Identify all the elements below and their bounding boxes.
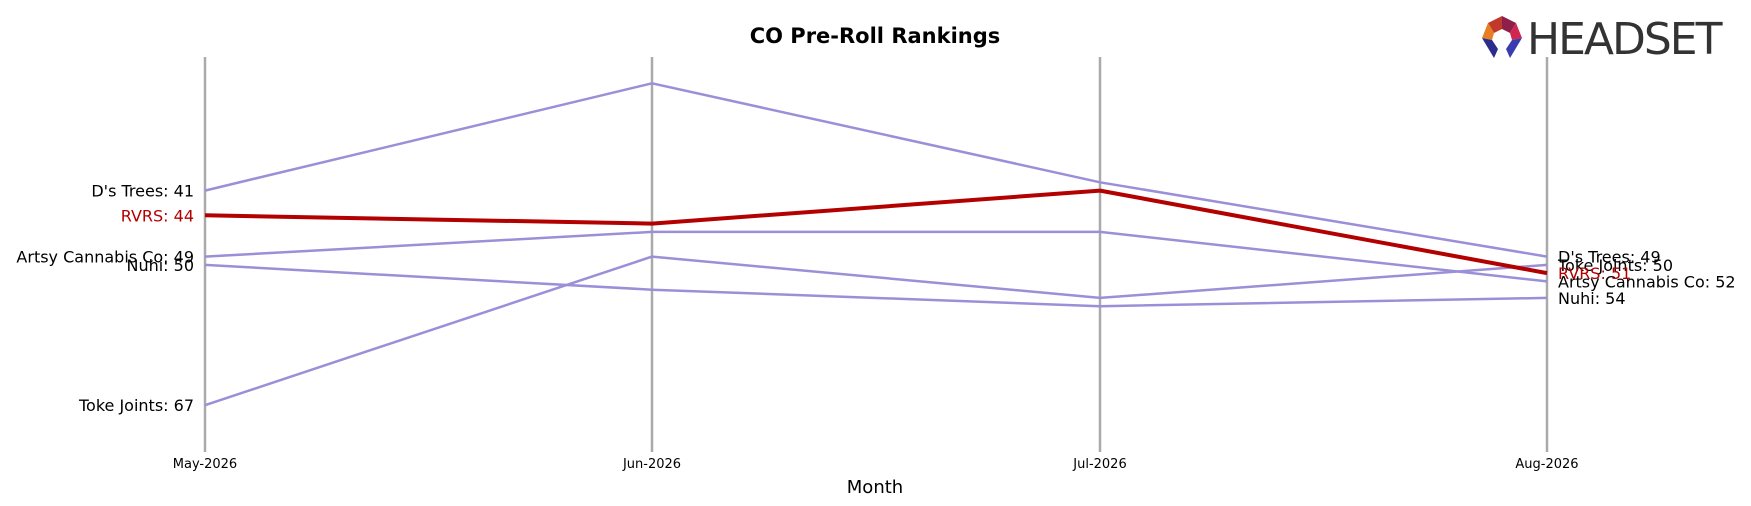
start-label-d-s-trees: D's Trees: 41: [91, 182, 194, 201]
start-label-nuhi: Nuhi: 50: [126, 256, 194, 275]
end-label-rvrs: RVRS: 51: [1558, 264, 1631, 283]
end-label-artsy-cannabis-co: Artsy Cannabis Co: 52: [1558, 272, 1736, 291]
series-lines: [204, 82, 1548, 407]
gridlines: [203, 57, 1549, 452]
series-line-artsy-cannabis-co: [204, 230, 1548, 283]
x-tick-May-2026: May-2026: [173, 457, 237, 472]
start-label-rvrs: RVRS: 44: [121, 206, 194, 225]
headset-logo-mark: [1482, 16, 1522, 58]
x-tick-labels: May-2026 Jun-2026 Jul-2026 Aug-2026: [173, 457, 1579, 472]
headset-logo-text: HEADSET: [1527, 14, 1723, 65]
x-tick-Jul-2026: Jul-2026: [1072, 457, 1126, 472]
end-label-toke-joints: Toke Joints: 50: [1557, 256, 1673, 275]
start-label-toke-joints: Toke Joints: 67: [78, 396, 194, 415]
end-label-nuhi: Nuhi: 54: [1558, 289, 1626, 308]
headset-logo: HEADSET: [1482, 14, 1725, 65]
end-label-d-s-trees: D's Trees: 49: [1558, 248, 1661, 267]
series-line-rvrs: [204, 188, 1548, 276]
x-tick-Aug-2026: Aug-2026: [1515, 457, 1578, 472]
start-label-artsy-cannabis-co: Artsy Cannabis Co: 49: [16, 248, 194, 267]
series-line-nuhi: [204, 263, 1548, 308]
start-labels: D's Trees: 41 Artsy Cannabis Co: 49Nuhi: …: [16, 182, 194, 416]
end-labels: D's Trees: 49 Artsy Cannabis Co: 52Nuhi: …: [1557, 248, 1736, 308]
series-line-d-s-trees: [204, 82, 1548, 258]
x-axis-label: Month: [847, 477, 903, 498]
x-tick-Jun-2026: Jun-2026: [622, 457, 681, 472]
chart-title: CO Pre-Roll Rankings: [750, 24, 1001, 48]
series-line-toke-joints: [204, 255, 1548, 407]
